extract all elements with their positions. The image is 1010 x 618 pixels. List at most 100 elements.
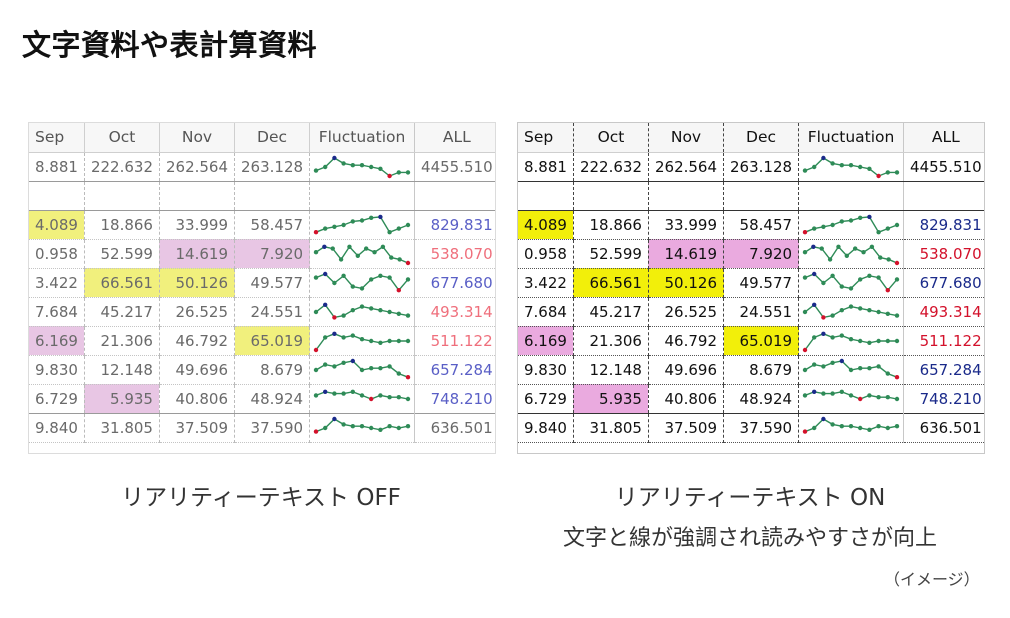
cell-sep[interactable]: 7.684 [29,297,85,327]
cell-dec[interactable]: 49.577 [234,268,310,298]
cell-all[interactable]: 748.210 [903,384,984,414]
cell-sep[interactable]: 8.881 [29,152,85,182]
cell-nov[interactable]: 14.619 [158,239,235,269]
cell-dec[interactable]: 49.577 [723,268,799,298]
cell-nov[interactable]: 26.525 [158,297,235,327]
cell-fluctuation[interactable] [309,384,415,414]
empty-cell[interactable] [309,181,415,211]
empty-cell[interactable] [414,181,495,211]
cell-fluctuation[interactable] [309,412,415,443]
cell-dec[interactable]: 48.924 [234,384,310,414]
cell-all[interactable]: 511.122 [903,326,984,356]
cell-dec[interactable]: 37.590 [234,412,310,443]
empty-cell[interactable] [572,181,649,211]
cell-oct[interactable]: 5.935 [572,384,649,414]
cell-oct[interactable]: 66.561 [572,268,649,298]
cell-fluctuation[interactable] [798,239,904,269]
cell-fluctuation[interactable] [798,297,904,327]
empty-cell[interactable] [29,181,85,211]
cell-dec[interactable]: 58.457 [234,210,310,240]
cell-oct[interactable]: 52.599 [572,239,649,269]
cell-dec[interactable]: 48.924 [723,384,799,414]
cell-fluctuation[interactable] [309,268,415,298]
cell-all[interactable]: 657.284 [414,355,495,385]
empty-cell[interactable] [798,181,904,211]
cell-oct[interactable]: 45.217 [572,297,649,327]
cell-sep[interactable]: 6.729 [29,384,85,414]
cell-nov[interactable]: 40.806 [647,384,724,414]
cell-fluctuation[interactable] [309,326,415,356]
cell-dec[interactable]: 7.920 [234,239,310,269]
cell-nov[interactable]: 46.792 [647,326,724,356]
cell-fluctuation[interactable] [309,152,415,182]
cell-all[interactable]: 636.501 [903,412,984,443]
cell-sep[interactable]: 8.881 [518,152,574,182]
cell-oct[interactable]: 21.306 [83,326,160,356]
cell-fluctuation[interactable] [798,210,904,240]
cell-oct[interactable]: 66.561 [83,268,160,298]
cell-oct[interactable]: 52.599 [83,239,160,269]
cell-nov[interactable]: 46.792 [158,326,235,356]
cell-dec[interactable]: 8.679 [234,355,310,385]
cell-dec[interactable]: 8.679 [723,355,799,385]
cell-dec[interactable]: 7.920 [723,239,799,269]
cell-all[interactable]: 4455.510 [903,152,984,182]
cell-sep[interactable]: 6.169 [29,326,85,356]
cell-fluctuation[interactable] [798,412,904,443]
cell-all[interactable]: 4455.510 [414,152,495,182]
cell-dec[interactable]: 58.457 [723,210,799,240]
cell-fluctuation[interactable] [798,355,904,385]
cell-sep[interactable]: 7.684 [518,297,574,327]
cell-oct[interactable]: 18.866 [572,210,649,240]
cell-nov[interactable]: 37.509 [647,412,724,443]
cell-oct[interactable]: 12.148 [83,355,160,385]
cell-fluctuation[interactable] [309,210,415,240]
cell-dec[interactable]: 24.551 [234,297,310,327]
cell-nov[interactable]: 49.696 [158,355,235,385]
cell-dec[interactable]: 37.590 [723,412,799,443]
cell-all[interactable]: 829.831 [903,210,984,240]
cell-all[interactable]: 677.680 [414,268,495,298]
cell-nov[interactable]: 33.999 [158,210,235,240]
cell-fluctuation[interactable] [798,326,904,356]
cell-oct[interactable]: 21.306 [572,326,649,356]
empty-cell[interactable] [903,181,984,211]
cell-sep[interactable]: 3.422 [518,268,574,298]
cell-all[interactable]: 657.284 [903,355,984,385]
cell-oct[interactable]: 45.217 [83,297,160,327]
cell-oct[interactable]: 222.632 [83,152,160,182]
empty-cell[interactable] [158,181,235,211]
cell-dec[interactable]: 24.551 [723,297,799,327]
cell-oct[interactable]: 18.866 [83,210,160,240]
cell-all[interactable]: 538.070 [414,239,495,269]
cell-dec[interactable]: 65.019 [234,326,310,356]
cell-sep[interactable]: 9.830 [518,355,574,385]
cell-sep[interactable]: 9.840 [518,412,574,443]
cell-dec[interactable]: 263.128 [234,152,310,182]
cell-sep[interactable]: 9.830 [29,355,85,385]
cell-dec[interactable]: 65.019 [723,326,799,356]
cell-nov[interactable]: 26.525 [647,297,724,327]
cell-nov[interactable]: 40.806 [158,384,235,414]
cell-nov[interactable]: 50.126 [647,268,724,298]
empty-cell[interactable] [723,181,799,211]
cell-oct[interactable]: 31.805 [83,412,160,443]
empty-cell[interactable] [234,181,310,211]
cell-fluctuation[interactable] [309,355,415,385]
cell-all[interactable]: 748.210 [414,384,495,414]
cell-all[interactable]: 511.122 [414,326,495,356]
cell-all[interactable]: 493.314 [903,297,984,327]
empty-cell[interactable] [83,181,160,211]
cell-fluctuation[interactable] [309,297,415,327]
cell-all[interactable]: 636.501 [414,412,495,443]
cell-sep[interactable]: 3.422 [29,268,85,298]
cell-fluctuation[interactable] [798,384,904,414]
cell-fluctuation[interactable] [798,152,904,182]
cell-all[interactable]: 829.831 [414,210,495,240]
cell-nov[interactable]: 49.696 [647,355,724,385]
empty-cell[interactable] [518,181,574,211]
cell-oct[interactable]: 5.935 [83,384,160,414]
cell-sep[interactable]: 0.958 [518,239,574,269]
empty-cell[interactable] [647,181,724,211]
cell-all[interactable]: 538.070 [903,239,984,269]
